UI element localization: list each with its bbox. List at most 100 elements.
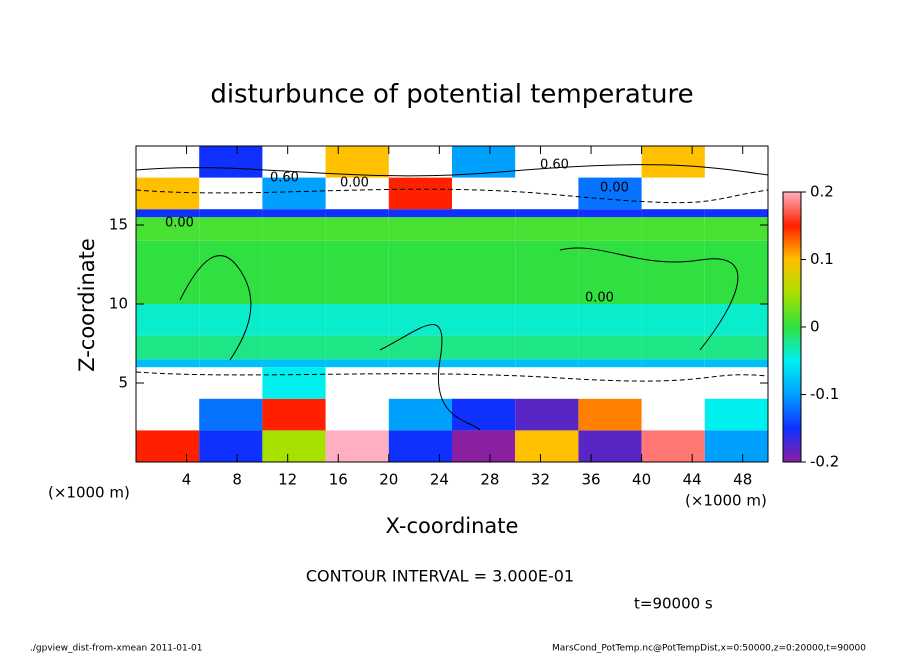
- cell: [136, 359, 200, 368]
- contour-interval: CONTOUR INTERVAL = 3.000E-01: [306, 567, 574, 586]
- y-axis-label: Z-coordinate: [75, 238, 99, 372]
- cell: [199, 304, 263, 336]
- cell: [452, 146, 516, 178]
- cell: [388, 398, 452, 431]
- cell: [452, 430, 516, 462]
- x-tick-label: 16: [329, 471, 348, 489]
- chart-title: disturbunce of potential temperature: [210, 80, 693, 110]
- cell: [199, 430, 263, 462]
- cell: [136, 430, 200, 462]
- cell: [199, 240, 263, 304]
- colorbar-tick-label: -0.1: [810, 385, 839, 403]
- cell: [136, 240, 200, 304]
- cell: [388, 209, 452, 218]
- contours: [135, 164, 769, 431]
- contour-line: [135, 371, 769, 382]
- cell: [136, 304, 200, 336]
- cell: [199, 217, 263, 241]
- colorbar-tick-label: -0.2: [810, 453, 839, 471]
- x-tick-label: 40: [632, 471, 651, 489]
- field: [136, 146, 768, 462]
- cell: [325, 430, 389, 462]
- cell: [515, 240, 579, 304]
- x-axis-label: X-coordinate: [386, 514, 519, 538]
- cell: [578, 177, 642, 210]
- cell: [136, 177, 200, 210]
- cell: [388, 304, 452, 336]
- contour-line: [135, 164, 769, 177]
- cell: [325, 217, 389, 241]
- footer-right: MarsCond_PotTemp.nc@PotTempDist,x=0:5000…: [552, 644, 866, 654]
- contour-line: [179, 255, 252, 361]
- cell: [515, 217, 579, 241]
- cell: [388, 359, 452, 368]
- x-unit-label: (×1000 m): [48, 484, 130, 502]
- contour-line: [559, 247, 739, 351]
- x-tick-label: 28: [480, 471, 499, 489]
- cell: [262, 177, 326, 210]
- cell: [262, 217, 326, 241]
- cell: [388, 217, 452, 241]
- cell: [578, 304, 642, 336]
- cell: [262, 209, 326, 218]
- x-tick-label: 4: [182, 471, 192, 489]
- x-tick-label: 12: [278, 471, 297, 489]
- colorbar-tick-label: 0: [810, 318, 820, 336]
- cell: [262, 430, 326, 462]
- cell: [199, 398, 263, 431]
- cell: [199, 146, 263, 178]
- cell: [704, 359, 768, 368]
- cell: [578, 209, 642, 218]
- cell: [325, 304, 389, 336]
- contour-line: [379, 324, 481, 431]
- time-label: t=90000 s: [634, 595, 713, 613]
- cell: [262, 359, 326, 368]
- y-tick-label: 15: [109, 216, 128, 234]
- cell: [515, 430, 579, 462]
- cell: [262, 240, 326, 304]
- x-tick-label: 24: [430, 471, 449, 489]
- cell: [641, 335, 705, 360]
- cell: [452, 209, 516, 218]
- colorbar-tick-label: 0.2: [810, 183, 834, 201]
- cell: [704, 430, 768, 462]
- cell: [136, 217, 200, 241]
- cell: [515, 335, 579, 360]
- contour-label: 0.00: [340, 176, 369, 191]
- colorbar: [782, 191, 802, 463]
- cell: [452, 335, 516, 360]
- cell: [199, 359, 263, 368]
- cell: [641, 359, 705, 368]
- cell: [641, 430, 705, 462]
- cell: [578, 217, 642, 241]
- cell: [388, 240, 452, 304]
- cell: [325, 359, 389, 368]
- y-tick-label: 5: [118, 374, 128, 392]
- cell: [452, 359, 516, 368]
- cell: [704, 335, 768, 360]
- cell: [325, 209, 389, 218]
- cell: [515, 209, 579, 218]
- cell: [578, 430, 642, 462]
- cell: [578, 359, 642, 368]
- cell: [388, 335, 452, 360]
- cell: [578, 240, 642, 304]
- cell: [262, 398, 326, 431]
- x-tick-label: 8: [232, 471, 242, 489]
- cell: [641, 146, 705, 178]
- cell: [704, 209, 768, 218]
- cell: [515, 398, 579, 431]
- cell: [199, 335, 263, 360]
- cell: [641, 240, 705, 304]
- contour-label: 0.60: [270, 171, 299, 186]
- cell: [388, 177, 452, 210]
- cell: [452, 398, 516, 431]
- cell: [262, 335, 326, 360]
- contour-line: [135, 188, 769, 204]
- x-tick-label: 48: [733, 471, 752, 489]
- contour-label: 0.00: [165, 216, 194, 231]
- cell: [641, 217, 705, 241]
- x-unit-label: (×1000 m): [685, 492, 767, 510]
- cell: [136, 335, 200, 360]
